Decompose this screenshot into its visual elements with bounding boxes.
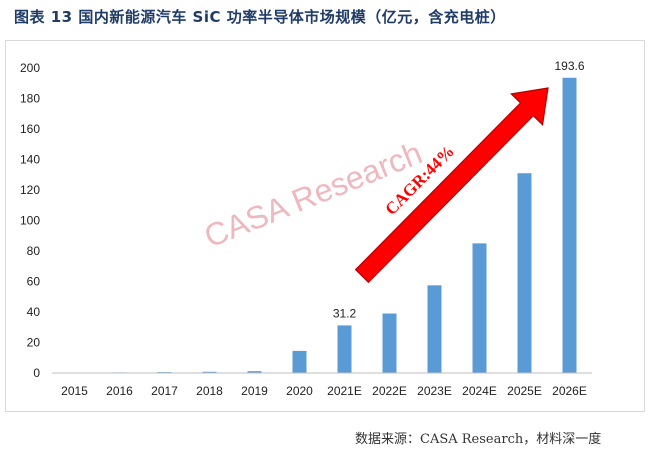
bar — [517, 173, 532, 373]
x-tick-label: 2021E — [327, 384, 362, 398]
x-axis: 2015 2016 2017 2018 2019 2020 2021E 2022E 2023E 2… — [52, 372, 592, 398]
data-label: 193.6 — [554, 59, 584, 73]
y-tick-label: 100 — [20, 214, 40, 228]
y-tick-label: 40 — [27, 305, 41, 319]
x-tick-label: 2024E — [462, 384, 497, 398]
x-tick-label: 2015 — [61, 384, 88, 398]
x-tick-label: 2026E — [552, 384, 587, 398]
bar — [292, 350, 307, 373]
x-tick-label: 2018 — [196, 384, 223, 398]
data-labels: 31.2 193.6 — [333, 59, 585, 321]
source-note: 数据来源：CASA Research，材料深一度 — [355, 432, 602, 447]
arrow-shape — [354, 87, 549, 284]
data-label: 31.2 — [333, 306, 357, 320]
bar — [202, 371, 217, 373]
y-tick-label: 60 — [27, 275, 41, 289]
x-tick-label: 2017 — [151, 384, 178, 398]
y-tick-label: 120 — [20, 183, 40, 197]
bar — [337, 325, 352, 373]
x-tick-label: 2023E — [417, 384, 452, 398]
y-tick-label: 140 — [20, 153, 40, 167]
chart-title: 图表 13 国内新能源汽车 SiC 功率半导体市场规模（亿元，含充电桩） — [14, 8, 506, 26]
y-tick-label: 160 — [20, 122, 40, 136]
bar — [472, 243, 487, 373]
y-axis: 0 20 40 60 80 100 120 140 160 180 200 — [20, 61, 40, 380]
bar — [382, 313, 397, 373]
y-tick-label: 180 — [20, 92, 40, 106]
x-tick-label: 2019 — [241, 384, 268, 398]
y-tick-label: 20 — [27, 336, 41, 350]
bar — [247, 371, 262, 373]
x-tick-label: 2016 — [106, 384, 133, 398]
x-tick-label: 2022E — [372, 384, 407, 398]
bar — [427, 285, 442, 373]
x-tick-label: 2020 — [286, 384, 313, 398]
bar — [562, 77, 577, 373]
y-tick-label: 80 — [27, 244, 41, 258]
y-tick-label: 200 — [20, 61, 40, 75]
x-tick-label: 2025E — [507, 384, 542, 398]
bars — [112, 77, 577, 373]
y-tick-label: 0 — [33, 366, 40, 380]
